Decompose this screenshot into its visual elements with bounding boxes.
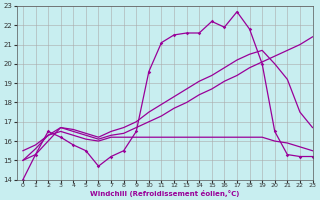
X-axis label: Windchill (Refroidissement éolien,°C): Windchill (Refroidissement éolien,°C) xyxy=(90,190,239,197)
